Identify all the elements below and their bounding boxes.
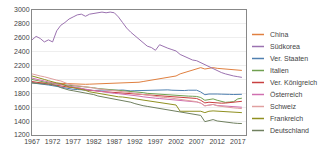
svg-text:Südkorea: Südkorea bbox=[270, 43, 300, 50]
svg-text:Österreich: Österreich bbox=[270, 91, 302, 98]
svg-text:Schweiz: Schweiz bbox=[270, 103, 297, 110]
svg-text:Frankreich: Frankreich bbox=[270, 115, 303, 122]
svg-text:2000: 2000 bbox=[14, 76, 30, 83]
svg-text:2800: 2800 bbox=[14, 20, 30, 27]
svg-text:2002: 2002 bbox=[168, 138, 184, 145]
svg-text:Deutschland: Deutschland bbox=[270, 127, 309, 134]
svg-text:2017: 2017 bbox=[230, 138, 246, 145]
svg-text:1992: 1992 bbox=[127, 138, 143, 145]
svg-text:1982: 1982 bbox=[86, 138, 102, 145]
svg-text:2007: 2007 bbox=[189, 138, 205, 145]
svg-text:Ver. Königreich: Ver. Königreich bbox=[270, 79, 317, 87]
svg-text:China: China bbox=[270, 31, 288, 38]
svg-text:1200: 1200 bbox=[14, 131, 30, 138]
svg-text:Italien: Italien bbox=[270, 67, 289, 74]
svg-text:3000: 3000 bbox=[14, 6, 30, 13]
svg-text:1987: 1987 bbox=[107, 138, 123, 145]
svg-text:1977: 1977 bbox=[65, 138, 81, 145]
svg-text:1972: 1972 bbox=[45, 138, 61, 145]
svg-text:Ver. Staaten: Ver. Staaten bbox=[270, 55, 308, 62]
svg-text:2600: 2600 bbox=[14, 34, 30, 41]
svg-text:2012: 2012 bbox=[209, 138, 225, 145]
svg-text:1600: 1600 bbox=[14, 104, 30, 111]
svg-text:1967: 1967 bbox=[24, 138, 40, 145]
svg-text:1400: 1400 bbox=[14, 118, 30, 125]
svg-text:1997: 1997 bbox=[148, 138, 164, 145]
svg-text:1800: 1800 bbox=[14, 90, 30, 97]
svg-text:2400: 2400 bbox=[14, 48, 30, 55]
svg-text:2200: 2200 bbox=[14, 62, 30, 69]
